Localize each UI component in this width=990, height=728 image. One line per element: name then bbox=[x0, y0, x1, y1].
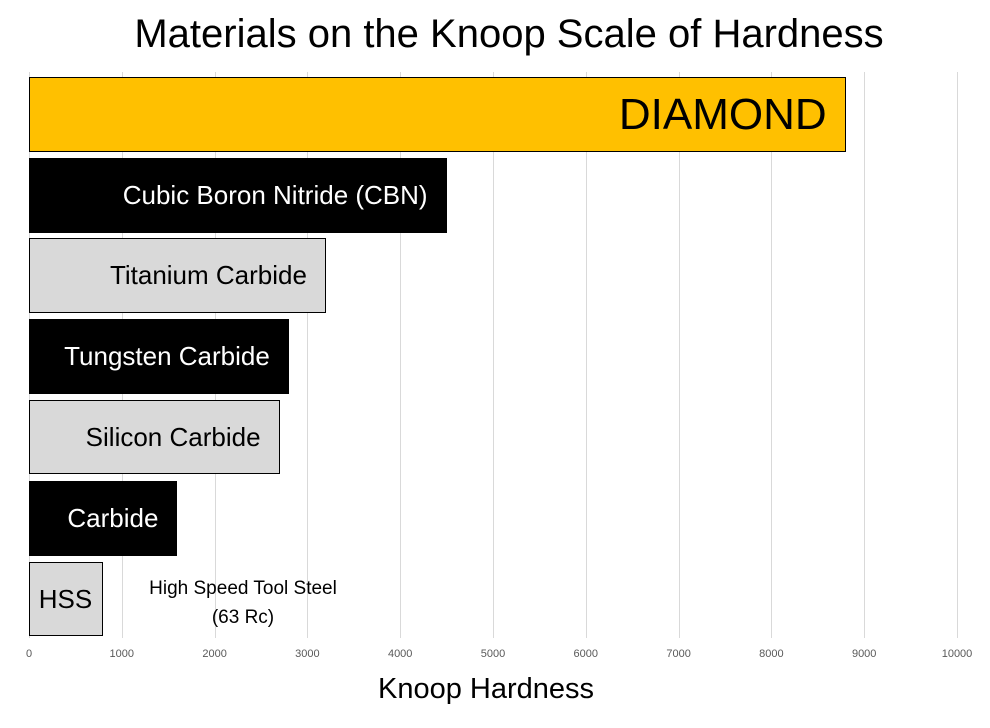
x-tick: 7000 bbox=[666, 648, 691, 660]
gridline bbox=[678, 72, 680, 638]
gridline bbox=[585, 72, 587, 638]
bar-label: Silicon Carbide bbox=[85, 421, 261, 452]
bar-carbide: Carbide bbox=[29, 481, 178, 556]
x-axis-label: Knoop Hardness bbox=[377, 673, 595, 705]
x-tick: 5000 bbox=[480, 648, 506, 660]
x-tick: 9000 bbox=[851, 648, 877, 660]
gridline bbox=[771, 72, 773, 638]
gridline bbox=[957, 72, 958, 638]
bar-hss: HSS bbox=[29, 562, 104, 636]
bar-label: DIAMOND bbox=[618, 89, 827, 139]
bar-cubic-boron-nitride-cbn: Cubic Boron Nitride (CBN) bbox=[29, 158, 447, 233]
hss-annotation: High Speed Tool Steel (63 Rc) bbox=[133, 574, 353, 632]
bar-label: Cubic Boron Nitride (CBN) bbox=[122, 180, 428, 210]
gridline bbox=[493, 72, 494, 638]
x-tick: 4000 bbox=[387, 648, 413, 660]
gridline bbox=[864, 72, 866, 638]
x-tick: 0 bbox=[25, 648, 33, 660]
x-tick: 2000 bbox=[202, 648, 227, 660]
bar-diamond: DIAMOND bbox=[29, 77, 846, 152]
bar-label: Titanium Carbide bbox=[109, 260, 307, 290]
bar-silicon-carbide: Silicon Carbide bbox=[29, 400, 280, 474]
plot-area: DIAMOND Cubic Boron Nitride (CBN) Titanium… bbox=[29, 72, 958, 638]
bar-label: Carbide bbox=[67, 503, 159, 533]
gridline bbox=[400, 72, 402, 638]
bar-label: HSS bbox=[38, 583, 93, 614]
bar-titanium-carbide: Titanium Carbide bbox=[29, 238, 326, 313]
bar-label: Tungsten Carbide bbox=[64, 341, 270, 371]
x-tick: 3000 bbox=[295, 648, 320, 660]
x-tick: 10000 bbox=[941, 648, 973, 660]
x-tick: 8000 bbox=[759, 648, 784, 660]
bar-tungsten-carbide: Tungsten Carbide bbox=[29, 319, 289, 394]
x-tick: 1000 bbox=[109, 648, 135, 660]
hss-annotation-line2: (63 Rc) bbox=[211, 607, 275, 628]
chart-title: Materials on the Knoop Scale of Hardness bbox=[134, 12, 884, 56]
x-tick: 6000 bbox=[573, 648, 599, 660]
gridline bbox=[307, 72, 309, 638]
hss-annotation-line1: High Speed Tool Steel bbox=[149, 578, 337, 599]
